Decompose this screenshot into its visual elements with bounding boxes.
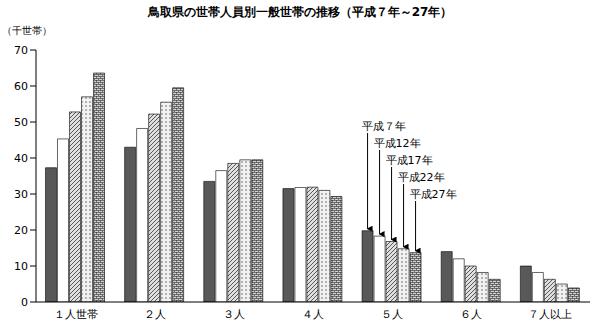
svg-text:平成12年: 平成12年	[374, 137, 421, 150]
svg-text:２人: ２人	[144, 308, 166, 321]
svg-text:平成22年: 平成22年	[398, 171, 445, 184]
svg-text:30: 30	[14, 188, 28, 201]
svg-text:６人: ６人	[460, 308, 482, 321]
svg-text:３人: ３人	[223, 308, 245, 321]
svg-text:平成27年: 平成27年	[410, 188, 457, 201]
svg-text:平成７年: 平成７年	[362, 120, 406, 133]
svg-text:１人世帯: １人世帯	[54, 308, 98, 321]
svg-text:７人以上: ７人以上	[528, 308, 572, 321]
svg-text:0: 0	[21, 296, 28, 309]
html-text:（千世帯）: （千世帯）	[2, 25, 52, 36]
svg-text:５人: ５人	[381, 308, 403, 321]
svg-text:４人: ４人	[302, 308, 324, 321]
svg-text:60: 60	[14, 80, 28, 93]
svg-text:50: 50	[14, 116, 28, 129]
svg-text:40: 40	[14, 152, 28, 165]
svg-text:20: 20	[14, 224, 28, 237]
svg-text:70: 70	[14, 44, 28, 57]
svg-text:平成17年: 平成17年	[386, 154, 433, 167]
svg-text:10: 10	[14, 260, 28, 273]
html-text:鳥取県の世帯人員別一般世帯の推移（平成７年～27年）: 鳥取県の世帯人員別一般世帯の推移（平成７年～27年）	[147, 5, 453, 19]
